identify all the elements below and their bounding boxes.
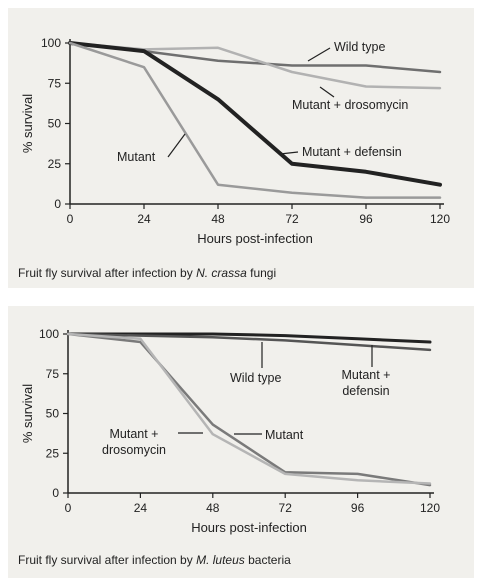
series-label: Mutant + <box>342 368 391 382</box>
survival-chart-n-crassa: 0 25 50 75 100 0 24 48 72 96 120 Hours post-infecti… <box>20 36 450 246</box>
series-line-mutant-defensin <box>68 41 442 187</box>
series-label: Mutant <box>265 428 304 442</box>
annotation-leader <box>307 47 331 62</box>
y-tick-label: 0 <box>52 486 59 500</box>
caption-prefix: Fruit fly survival after infection by <box>18 266 193 280</box>
chart-caption: Fruit fly survival after infection by M.… <box>18 553 291 567</box>
y-tick-label: 0 <box>54 197 61 211</box>
x-axis-title: Hours post-infection <box>191 520 307 535</box>
caption-species: M. luteus <box>196 553 245 567</box>
x-tick-label: 120 <box>420 501 440 515</box>
x-tick-label: 96 <box>351 501 365 515</box>
series-label: Mutant <box>117 150 156 164</box>
y-tick-label: 50 <box>46 407 60 421</box>
series-line-mutant-drosomycin <box>66 332 432 485</box>
series-label: Wild type <box>334 40 385 54</box>
x-tick-label: 24 <box>134 501 148 515</box>
annotation-leader <box>319 86 335 98</box>
annotation-leader <box>167 133 186 158</box>
series-line-mutant-defensin <box>66 332 432 352</box>
annotation-leader <box>279 151 299 155</box>
y-tick-label: 25 <box>46 446 60 460</box>
x-tick-label: 24 <box>137 212 151 226</box>
survival-chart-m-luteus: 0 25 50 75 100 0 24 48 72 96 120 Hours post-infecti… <box>20 327 440 535</box>
series-label: Wild type <box>230 371 281 385</box>
caption-suffix: fungi <box>250 266 277 280</box>
x-tick-label: 96 <box>359 212 373 226</box>
x-tick-label: 0 <box>67 212 74 226</box>
x-tick-label: 48 <box>211 212 225 226</box>
x-axis-title: Hours post-infection <box>197 231 313 246</box>
y-tick-label: 75 <box>46 367 60 381</box>
series-label: defensin <box>342 384 389 398</box>
y-tick-label: 75 <box>48 76 62 90</box>
y-axis-title: % survival <box>20 94 35 153</box>
x-tick-label: 72 <box>285 212 299 226</box>
x-tick-label: 0 <box>65 501 72 515</box>
x-tick-label: 48 <box>206 501 220 515</box>
caption-prefix: Fruit fly survival after infection by <box>18 553 193 567</box>
chart-panel-ml: 0 25 50 75 100 0 24 48 72 96 120 Hours post-infecti… <box>8 306 474 578</box>
series-label: Mutant + defensin <box>302 145 402 159</box>
y-tick-label: 100 <box>41 36 61 50</box>
series-line-wild-type <box>66 332 432 344</box>
series-label: Mutant + <box>110 427 159 441</box>
caption-suffix: bacteria <box>248 553 291 567</box>
series-line-mutant <box>66 332 432 487</box>
series-label: drosomycin <box>102 443 166 457</box>
caption-species: N. crassa <box>196 266 247 280</box>
y-tick-label: 100 <box>39 327 59 341</box>
chart-caption: Fruit fly survival after infection by N.… <box>18 266 276 280</box>
series-line-mutant <box>68 41 442 199</box>
x-tick-label: 72 <box>279 501 293 515</box>
series-label: Mutant + drosomycin <box>292 98 408 112</box>
y-axis-title: % survival <box>20 384 35 443</box>
y-tick-label: 25 <box>48 157 62 171</box>
y-tick-label: 50 <box>48 117 62 131</box>
chart-panel-nc: 0 25 50 75 100 0 24 48 72 96 120 Hours post-infecti… <box>8 8 474 288</box>
x-tick-label: 120 <box>430 212 450 226</box>
